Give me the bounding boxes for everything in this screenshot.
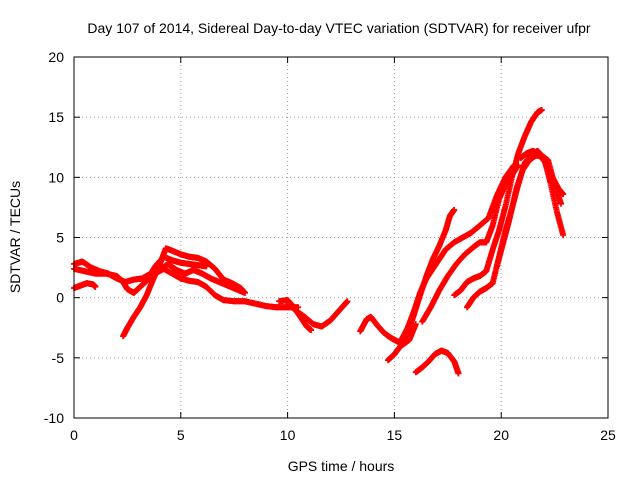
x-tick-label: 10 (280, 427, 296, 443)
y-tick-label: 0 (56, 290, 64, 306)
data-point (560, 191, 567, 198)
series-trace-5 (143, 253, 210, 284)
data-point (560, 232, 567, 239)
ticks: 0 5 10 15 20 25 -10 -5 0 5 10 15 20 (44, 49, 616, 443)
series-trace-7 (284, 298, 351, 330)
y-tick-label: 15 (48, 109, 64, 125)
series-trace-10 (412, 347, 462, 377)
chart-title: Day 107 of 2014, Sidereal Day-to-day VTE… (87, 20, 591, 36)
y-tick-label: 20 (48, 49, 64, 65)
series-trace-12 (419, 162, 522, 325)
series-trace-13 (451, 106, 545, 299)
data-point (451, 206, 458, 213)
y-tick-label: 5 (56, 230, 64, 246)
y-tick-label: -5 (52, 350, 65, 366)
data-point (92, 283, 99, 290)
data-point (344, 298, 351, 305)
series-trace-1 (71, 280, 99, 292)
data-point (455, 370, 462, 377)
data-point (538, 106, 545, 113)
x-tick-label: 20 (493, 427, 509, 443)
x-tick-label: 15 (387, 427, 403, 443)
data-point (203, 263, 210, 270)
series-trace-16 (517, 147, 567, 198)
x-tick-label: 5 (177, 427, 185, 443)
data-point (558, 200, 565, 207)
data-point (308, 327, 315, 334)
data-point (241, 289, 248, 296)
series-trace-9 (384, 206, 458, 364)
y-tick-label: 10 (48, 169, 64, 185)
x-tick-label: 0 (70, 427, 78, 443)
x-axis-label: GPS time / hours (288, 458, 395, 474)
x-tick-label: 25 (600, 427, 616, 443)
y-tick-label: -10 (44, 410, 64, 426)
y-axis-label: SDTVAR / TECUs (7, 181, 23, 293)
